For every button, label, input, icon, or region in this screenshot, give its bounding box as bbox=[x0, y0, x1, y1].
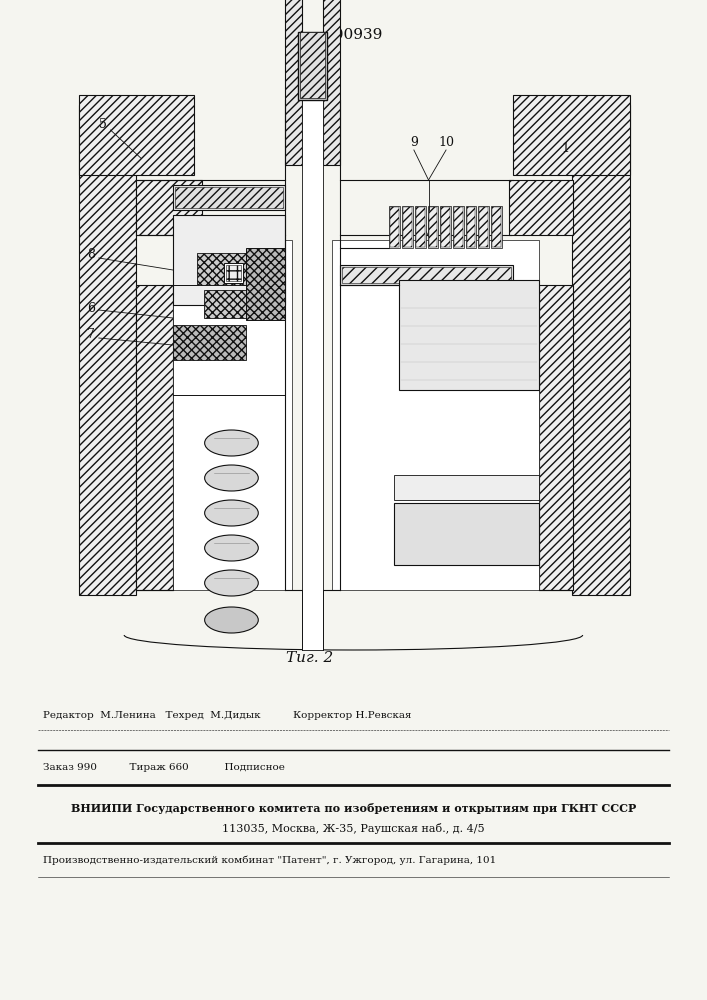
Bar bbox=[478, 206, 489, 248]
Bar bbox=[340, 265, 513, 285]
Bar bbox=[453, 206, 464, 248]
Bar bbox=[298, 32, 327, 100]
Text: 113035, Москва, Ж-35, Раушская наб., д. 4/5: 113035, Москва, Ж-35, Раушская наб., д. … bbox=[222, 822, 485, 834]
Bar bbox=[466, 206, 477, 248]
Bar bbox=[223, 263, 243, 283]
Bar bbox=[302, 85, 323, 650]
Ellipse shape bbox=[204, 570, 258, 596]
Bar bbox=[454, 207, 462, 247]
Bar bbox=[572, 105, 631, 595]
Bar bbox=[415, 206, 426, 248]
Bar bbox=[539, 285, 573, 590]
Text: Заказ 990          Тираж 660           Подписное: Заказ 990 Тираж 660 Подписное bbox=[43, 764, 285, 772]
Bar bbox=[510, 180, 573, 235]
Bar bbox=[204, 290, 248, 318]
Text: ВНИИПИ Государственного комитета по изобретениям и открытиям при ГКНТ СССР: ВНИИПИ Государственного комитета по изоб… bbox=[71, 802, 636, 814]
Bar bbox=[416, 207, 425, 247]
Bar bbox=[300, 32, 325, 98]
Bar bbox=[341, 267, 511, 283]
Bar bbox=[390, 207, 399, 247]
Bar bbox=[428, 207, 438, 247]
Bar bbox=[403, 207, 412, 247]
Bar bbox=[440, 206, 451, 248]
Bar bbox=[173, 215, 285, 305]
Bar bbox=[492, 207, 501, 247]
Bar bbox=[399, 280, 539, 390]
Bar bbox=[79, 95, 194, 175]
Text: 5: 5 bbox=[99, 118, 107, 131]
Ellipse shape bbox=[204, 500, 258, 526]
Text: 9: 9 bbox=[410, 136, 418, 149]
Bar bbox=[323, 0, 340, 165]
Bar bbox=[467, 207, 475, 247]
Ellipse shape bbox=[204, 607, 258, 633]
Ellipse shape bbox=[204, 535, 258, 561]
Bar bbox=[441, 207, 450, 247]
Ellipse shape bbox=[204, 465, 258, 491]
Text: 600939: 600939 bbox=[325, 28, 382, 42]
Text: 6: 6 bbox=[87, 302, 95, 314]
Bar bbox=[491, 206, 502, 248]
Bar bbox=[173, 325, 246, 360]
Bar bbox=[395, 475, 539, 500]
Bar bbox=[332, 240, 539, 590]
Text: Τиг. 2: Τиг. 2 bbox=[286, 651, 333, 665]
Text: 8: 8 bbox=[87, 248, 95, 261]
Text: Производственно-издательский комбинат "Патент", г. Ужгород, ул. Гагарина, 101: Производственно-издательский комбинат "П… bbox=[43, 855, 496, 865]
Text: Редактор  М.Ленина   Техред  М.Дидык          Корректор Н.Ревская: Редактор М.Ленина Техред М.Дидык Коррект… bbox=[43, 710, 411, 720]
Bar bbox=[173, 185, 285, 210]
Bar bbox=[402, 206, 413, 248]
Bar bbox=[513, 95, 631, 175]
Bar bbox=[246, 248, 285, 320]
Text: 1: 1 bbox=[561, 141, 569, 154]
Bar bbox=[79, 105, 136, 595]
Bar bbox=[390, 206, 400, 248]
Bar bbox=[197, 253, 254, 285]
Bar bbox=[395, 503, 539, 565]
Bar bbox=[428, 206, 438, 248]
Text: 10: 10 bbox=[438, 136, 454, 149]
Bar bbox=[285, 0, 302, 165]
Ellipse shape bbox=[204, 430, 258, 456]
Bar bbox=[479, 207, 488, 247]
Bar bbox=[175, 187, 284, 208]
Bar bbox=[173, 240, 292, 590]
Text: 7: 7 bbox=[87, 328, 95, 342]
Bar bbox=[226, 265, 241, 281]
Bar bbox=[136, 180, 202, 235]
Bar bbox=[136, 285, 173, 590]
